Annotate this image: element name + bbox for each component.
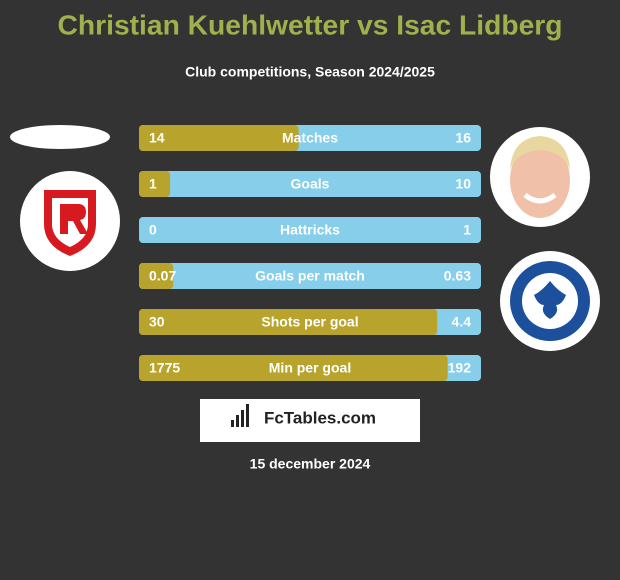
title: Christian Kuehlwetter vs Isac Lidberg	[58, 9, 563, 40]
right-value: 10	[455, 176, 471, 192]
bar-left	[139, 171, 171, 197]
bar-right	[139, 263, 481, 289]
right-value: 192	[448, 360, 472, 376]
right-value: 1	[463, 222, 471, 238]
bar-right	[139, 171, 481, 197]
brand-icon	[231, 404, 249, 427]
right-value: 4.4	[452, 314, 472, 330]
stat-label: Goals per match	[255, 268, 365, 284]
stat-label: Min per goal	[269, 360, 351, 376]
left-value: 1	[149, 176, 157, 192]
bar-left	[139, 263, 174, 289]
right-value: 0.63	[444, 268, 471, 284]
stat-label: Matches	[282, 130, 338, 146]
bar-right	[139, 217, 481, 243]
right-club-badge	[500, 251, 600, 351]
left-value: 30	[149, 314, 165, 330]
player-photo	[490, 127, 590, 227]
left-logo-placeholder	[10, 125, 110, 149]
bar-left	[139, 125, 299, 151]
left-club-badge	[20, 171, 120, 271]
left-value: 1775	[149, 360, 180, 376]
stat-label: Shots per goal	[261, 314, 358, 330]
subtitle: Club competitions, Season 2024/2025	[185, 64, 435, 80]
left-value: 0.07	[149, 268, 176, 284]
left-value: 0	[149, 222, 157, 238]
bar-left	[139, 309, 438, 335]
date: 15 december 2024	[250, 456, 371, 472]
brand: FcTables.com	[264, 408, 376, 427]
left-value: 14	[149, 130, 165, 146]
stat-label: Goals	[291, 176, 330, 192]
right-value: 16	[455, 130, 471, 146]
bar-left	[139, 355, 448, 381]
stat-label: Hattricks	[280, 222, 340, 238]
